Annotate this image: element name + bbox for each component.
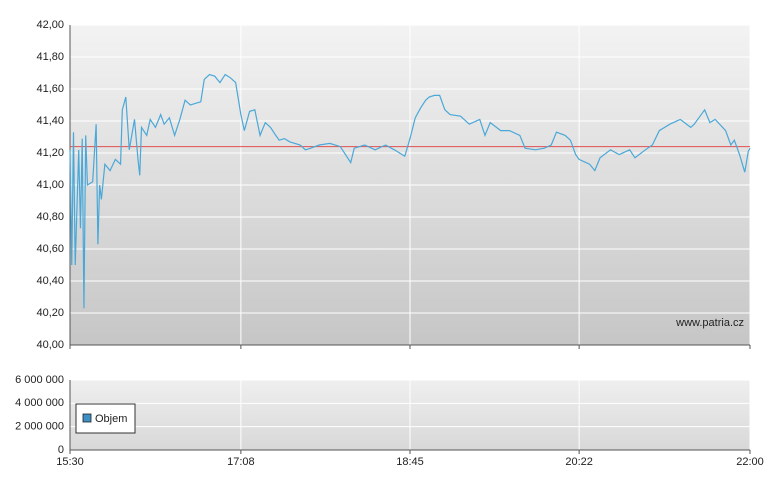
y-tick-label: 42,00: [36, 19, 64, 31]
legend-swatch: [82, 413, 92, 423]
y-tick-label: 2 000 000: [15, 421, 64, 433]
y-tick-label: 41,00: [36, 179, 64, 191]
y-tick-label: 0: [58, 444, 64, 456]
x-tick-label: 20:22: [565, 456, 593, 468]
y-tick-label: 6 000 000: [15, 374, 64, 386]
legend-label: Objem: [95, 413, 127, 425]
x-tick-label: 15:30: [56, 456, 84, 468]
y-tick-label: 4 000 000: [15, 397, 64, 409]
price-line: [69, 73, 751, 309]
x-tick-label: 17:08: [227, 456, 255, 468]
y-tick-label: 40,20: [36, 307, 64, 319]
y-tick-label: 41,20: [36, 147, 64, 159]
y-tick-label: 40,00: [36, 339, 64, 351]
y-tick-label: 41,60: [36, 83, 64, 95]
x-tick-label: 18:45: [396, 456, 424, 468]
y-tick-label: 40,80: [36, 211, 64, 223]
y-tick-label: 41,40: [36, 115, 64, 127]
x-tick-label: 22:00: [736, 456, 764, 468]
y-tick-label: 40,40: [36, 275, 64, 287]
y-tick-label: 41,80: [36, 51, 64, 63]
y-tick-label: 40,60: [36, 243, 64, 255]
watermark: www.patria.cz: [675, 317, 744, 329]
